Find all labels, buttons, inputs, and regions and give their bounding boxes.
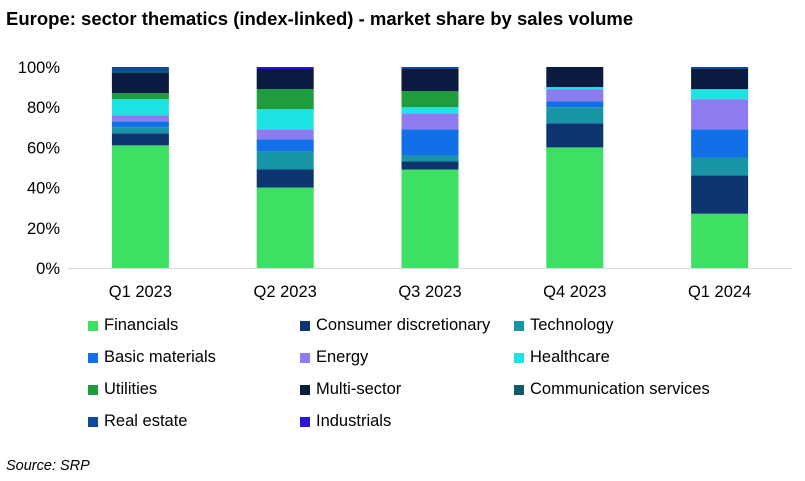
bar-segment [546, 147, 604, 268]
legend-swatch [514, 352, 524, 363]
bar-segment [256, 169, 314, 188]
bar-segment [691, 89, 749, 100]
bar-segment [401, 67, 459, 70]
legend-swatch [300, 320, 310, 331]
bar-segment [691, 213, 749, 268]
legend-swatch [300, 384, 310, 395]
legend-swatch [88, 384, 98, 395]
bar-segment [546, 67, 604, 88]
bar-segment [401, 107, 459, 114]
bar-segment [546, 123, 604, 148]
legend-swatch [88, 352, 98, 363]
source-note: Source: SRP [6, 458, 90, 474]
legend-label: Industrials [316, 412, 392, 430]
x-tick-label: Q3 2023 [398, 283, 461, 301]
legend-label: Basic materials [104, 348, 216, 366]
bar-segment [256, 187, 314, 268]
bar-segment [691, 99, 749, 130]
bar-segment [256, 151, 314, 170]
bar-segment [401, 169, 459, 268]
legend-item: Utilities [88, 380, 157, 399]
y-tick-label: 40% [27, 180, 60, 198]
bar-segment [256, 109, 314, 130]
bar-segment [546, 101, 604, 108]
bar-segment [691, 69, 749, 90]
legend-swatch [514, 320, 524, 331]
legend-item: Healthcare [514, 348, 610, 367]
x-tick-label: Q2 2023 [254, 283, 317, 301]
legend-label: Utilities [104, 380, 158, 398]
y-tick-label: 20% [27, 220, 60, 238]
bar-segment [401, 69, 459, 92]
bar-segment [691, 157, 749, 176]
bar-segment [401, 91, 459, 108]
bar-segment [691, 67, 749, 70]
legend-item: Communication services [514, 380, 710, 399]
bar-segment [111, 145, 169, 268]
chart-title: Europe: sector thematics (index-linked) … [6, 8, 634, 29]
bar-segment [401, 129, 459, 156]
bar-segment [111, 67, 169, 72]
stacked-bar-chart: 0% 20% 40% 60% 80% 100% Q1 2023 Q2 2023 Q3 2023 Q… [18, 59, 792, 301]
legend-label: Real estate [104, 412, 188, 430]
legend-swatch [88, 320, 98, 331]
bar-segment [256, 67, 314, 70]
bar-segment [256, 129, 314, 140]
legend-swatch [514, 384, 524, 395]
bar-segment [546, 87, 604, 90]
y-tick-label: 80% [27, 99, 60, 117]
legend-item: Consumer discretionary [300, 316, 490, 335]
bar-segment [111, 71, 169, 74]
bar-segment [546, 89, 604, 102]
bar-segment [256, 69, 314, 90]
bar-segment [111, 133, 169, 146]
legend-swatch [88, 416, 98, 427]
legend-item: Real estate [88, 412, 187, 431]
bar-segment [401, 155, 459, 162]
legend-item: Technology [514, 316, 613, 335]
legend-label: Multi-sector [316, 380, 402, 398]
legend-label: Technology [530, 316, 614, 334]
legend-item: Industrials [300, 412, 391, 431]
legend-item: Financials [88, 316, 178, 335]
legend-label: Healthcare [530, 348, 610, 366]
legend-label: Energy [316, 348, 369, 366]
x-tick-label: Q1 2024 [688, 283, 751, 301]
bar-segment [401, 161, 459, 170]
y-tick-label: 100% [18, 59, 61, 77]
bar-segment [401, 113, 459, 130]
bar-segment [111, 93, 169, 100]
legend-label: Consumer discretionary [316, 316, 491, 334]
bar-segment [691, 175, 749, 214]
x-tick-label: Q1 2023 [109, 283, 172, 301]
legend-item: Multi-sector [300, 380, 401, 399]
bar-segment [111, 121, 169, 128]
legend-item: Basic materials [88, 348, 216, 367]
bar-segment [691, 129, 749, 158]
bar-segment [546, 107, 604, 124]
legend-label: Communication services [530, 380, 710, 398]
bar-segment [256, 89, 314, 110]
bar-segment [256, 139, 314, 152]
legend-swatch [300, 416, 310, 427]
x-tick-label: Q4 2023 [543, 283, 606, 301]
y-tick-label: 0% [36, 260, 60, 278]
bar-segment [111, 127, 169, 134]
bar-segment [111, 115, 169, 122]
y-tick-label: 60% [27, 139, 60, 157]
legend-swatch [300, 352, 310, 363]
legend-label: Financials [104, 316, 179, 334]
bar-segment [111, 73, 169, 94]
legend-item: Energy [300, 348, 368, 367]
bar-segment [111, 99, 169, 116]
